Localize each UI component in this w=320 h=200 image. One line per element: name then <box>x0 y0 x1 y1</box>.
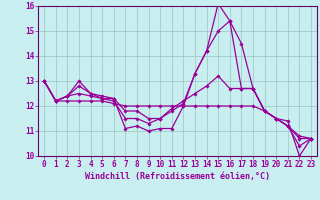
X-axis label: Windchill (Refroidissement éolien,°C): Windchill (Refroidissement éolien,°C) <box>85 172 270 181</box>
